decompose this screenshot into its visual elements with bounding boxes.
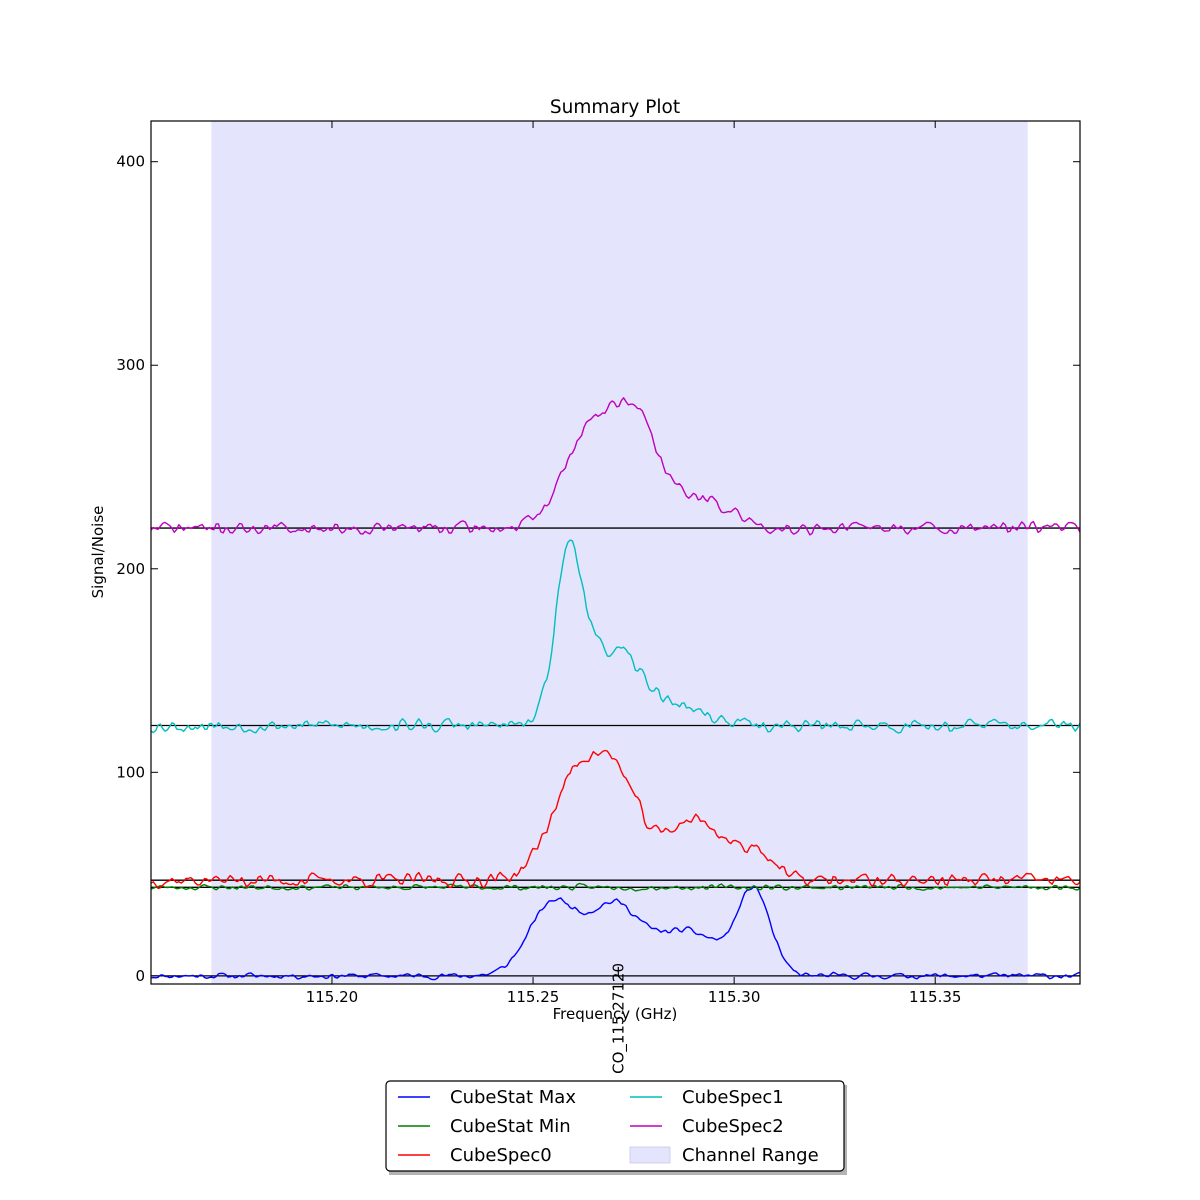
axis-ticks: 115.20 115.25 115.30 115.35 0 100 200 300 400 bbox=[116, 121, 1080, 1006]
series-lines bbox=[150, 397, 1081, 981]
legend-entries: CubeStat Max CubeStat Min CubeSpec0 CubeSpe… bbox=[398, 1087, 819, 1166]
x-tick-label: 115.30 bbox=[708, 988, 761, 1006]
legend-label: CubeSpec2 bbox=[682, 1116, 784, 1137]
chart-title: Summary Plot bbox=[550, 97, 680, 118]
legend: CubeStat Max CubeStat Min CubeSpec0 CubeSpe… bbox=[385, 1080, 847, 1175]
legend-label: Channel Range bbox=[682, 1145, 819, 1166]
legend-swatch-patch bbox=[629, 1146, 671, 1164]
legend-box bbox=[385, 1080, 845, 1172]
series-line bbox=[150, 397, 1081, 536]
series-line bbox=[150, 885, 1081, 981]
channel-range-band bbox=[211, 121, 1028, 984]
y-tick-label: 400 bbox=[116, 153, 145, 171]
channel-range-rect bbox=[211, 121, 1028, 984]
y-axis-label: Signal/Noise bbox=[89, 506, 107, 599]
x-tick-label: 115.20 bbox=[306, 988, 359, 1006]
x-tick-label: 115.35 bbox=[909, 988, 962, 1006]
plot-frame bbox=[150, 120, 1081, 985]
legend-label: CubeStat Min bbox=[450, 1116, 571, 1137]
legend-label: CubeSpec0 bbox=[450, 1145, 552, 1166]
y-tick-label: 100 bbox=[116, 763, 145, 781]
x-axis-label: Frequency (GHz) bbox=[553, 1005, 678, 1023]
line-marker-label: CO_115.27120 bbox=[609, 963, 628, 1074]
series-line bbox=[150, 539, 1081, 734]
series-line bbox=[150, 882, 1081, 892]
x-tick-label: 115.25 bbox=[507, 988, 560, 1006]
y-tick-label: 300 bbox=[116, 356, 145, 374]
legend-label: CubeSpec1 bbox=[682, 1087, 784, 1108]
legend-label: CubeStat Max bbox=[450, 1087, 576, 1108]
y-tick-label: 200 bbox=[116, 560, 145, 578]
series-line bbox=[150, 749, 1081, 890]
y-tick-label: 0 bbox=[135, 967, 145, 985]
